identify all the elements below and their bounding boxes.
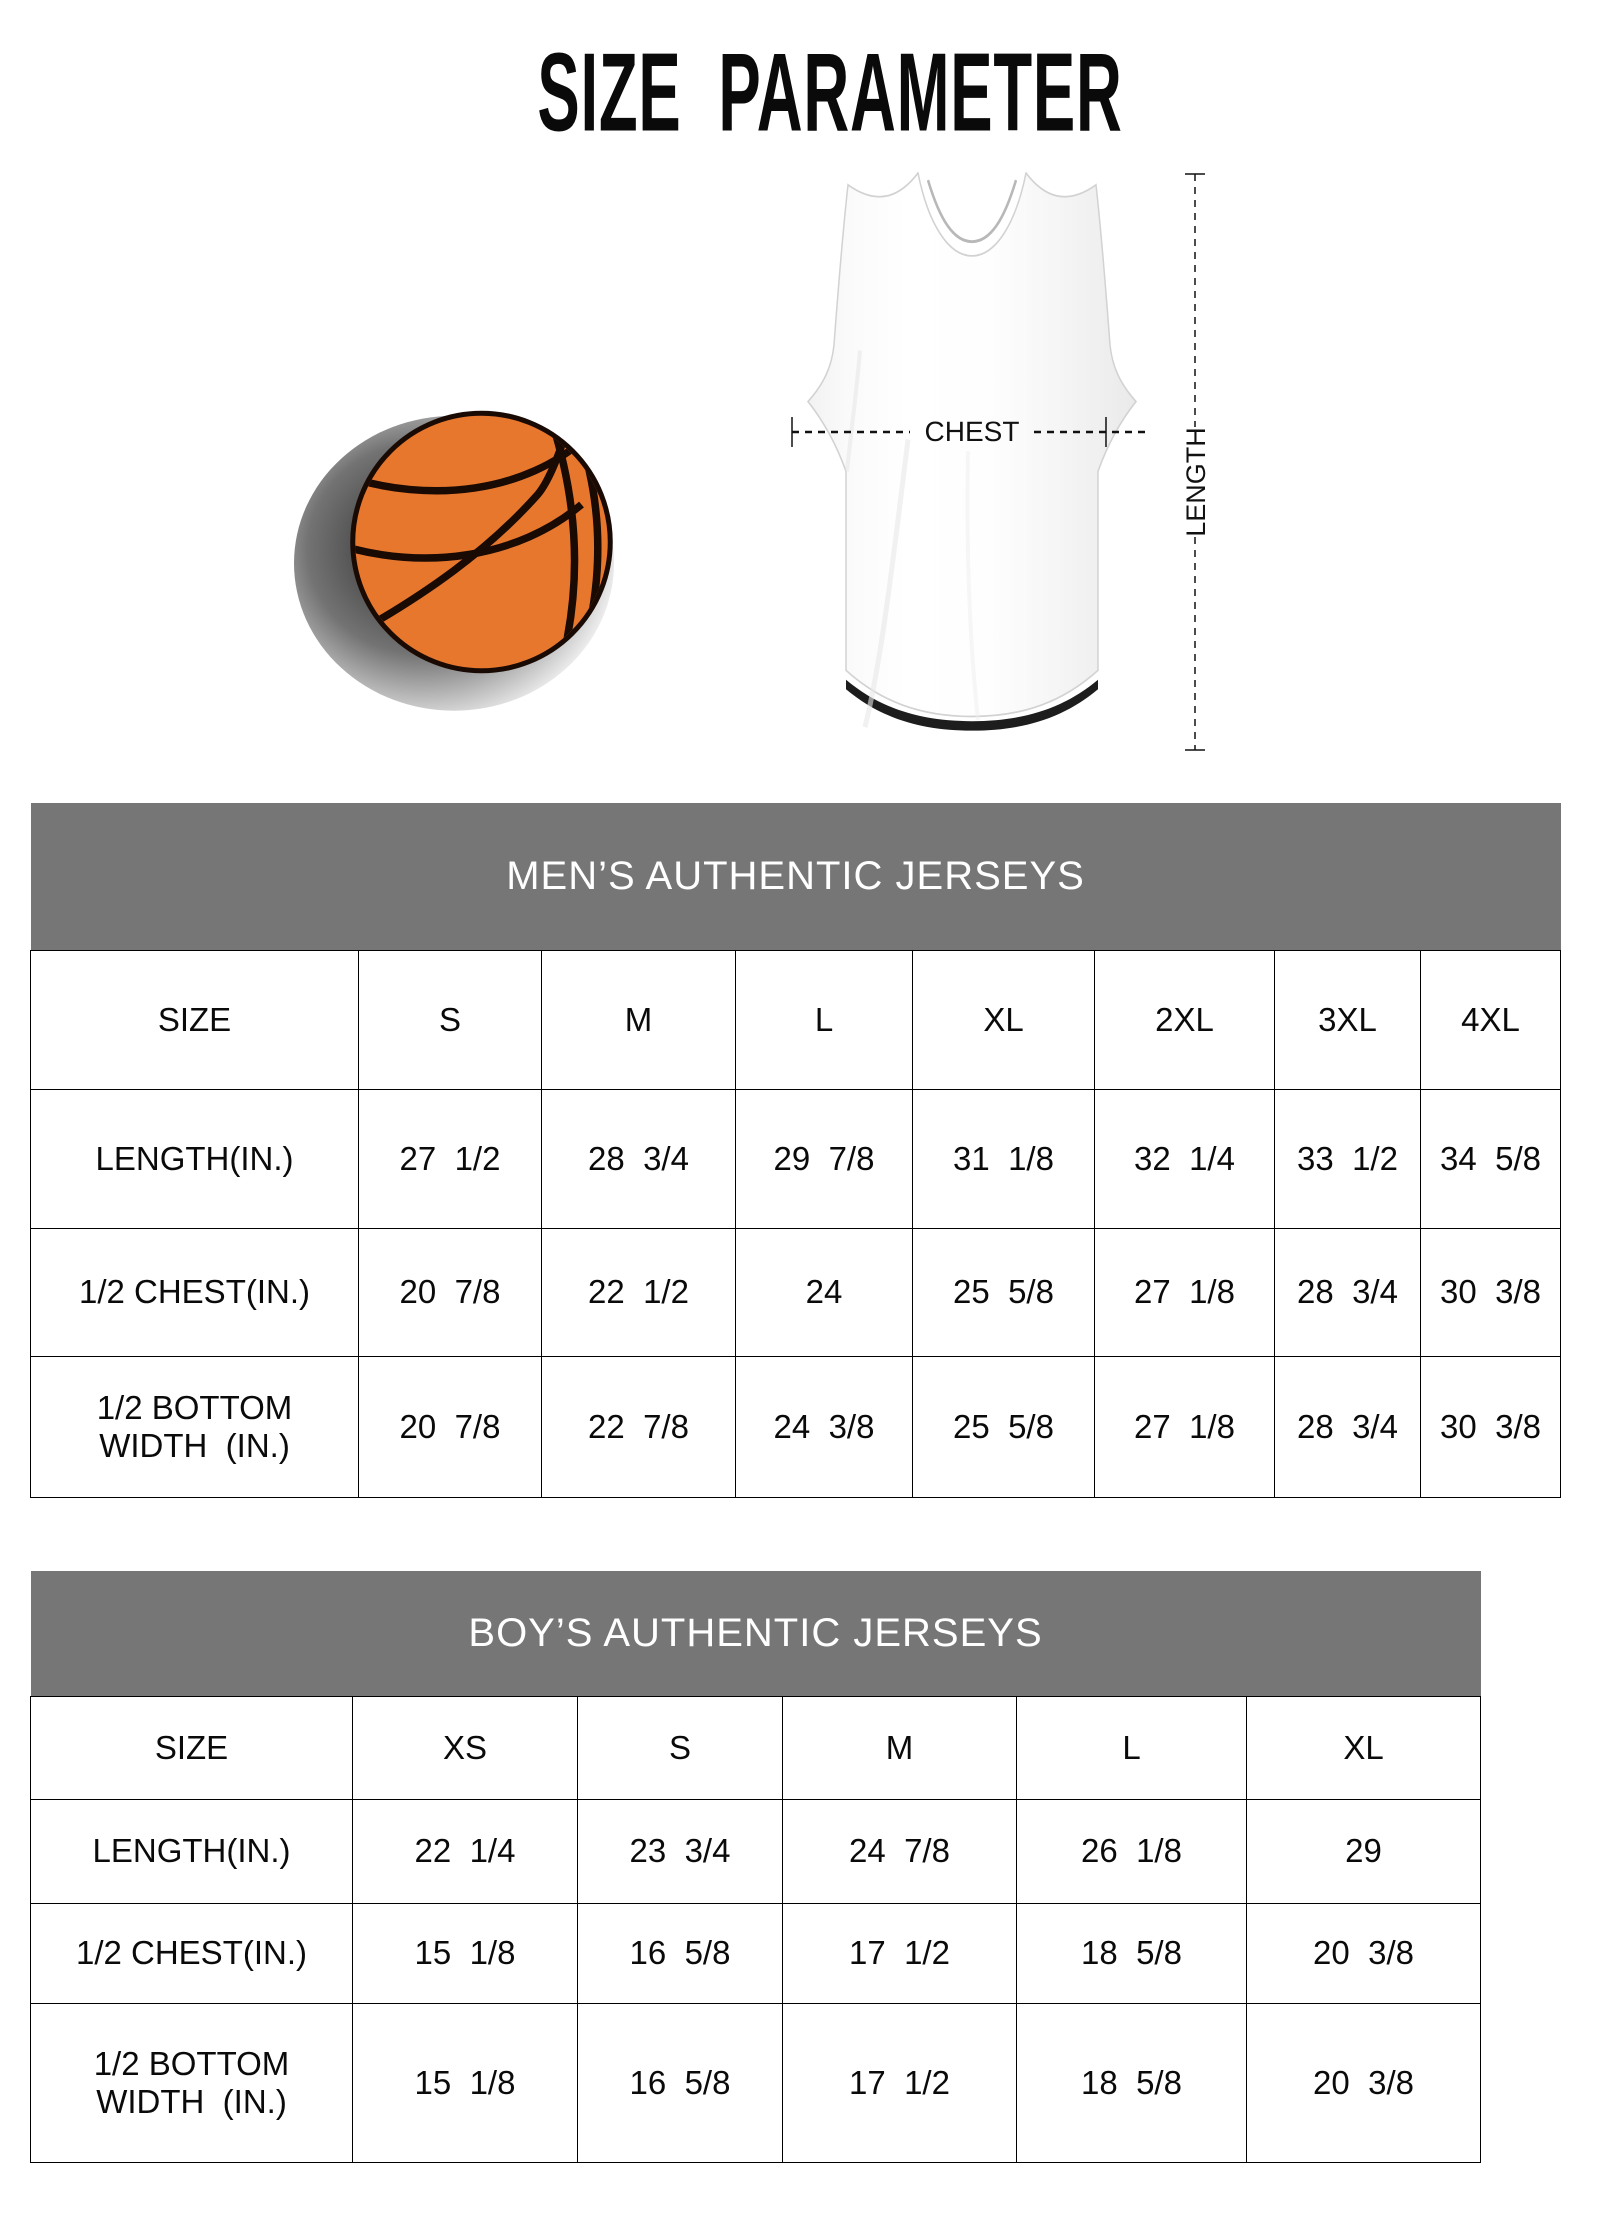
svg-text:LENGTH: LENGTH bbox=[1181, 427, 1211, 537]
svg-text:CHEST: CHEST bbox=[925, 416, 1020, 447]
